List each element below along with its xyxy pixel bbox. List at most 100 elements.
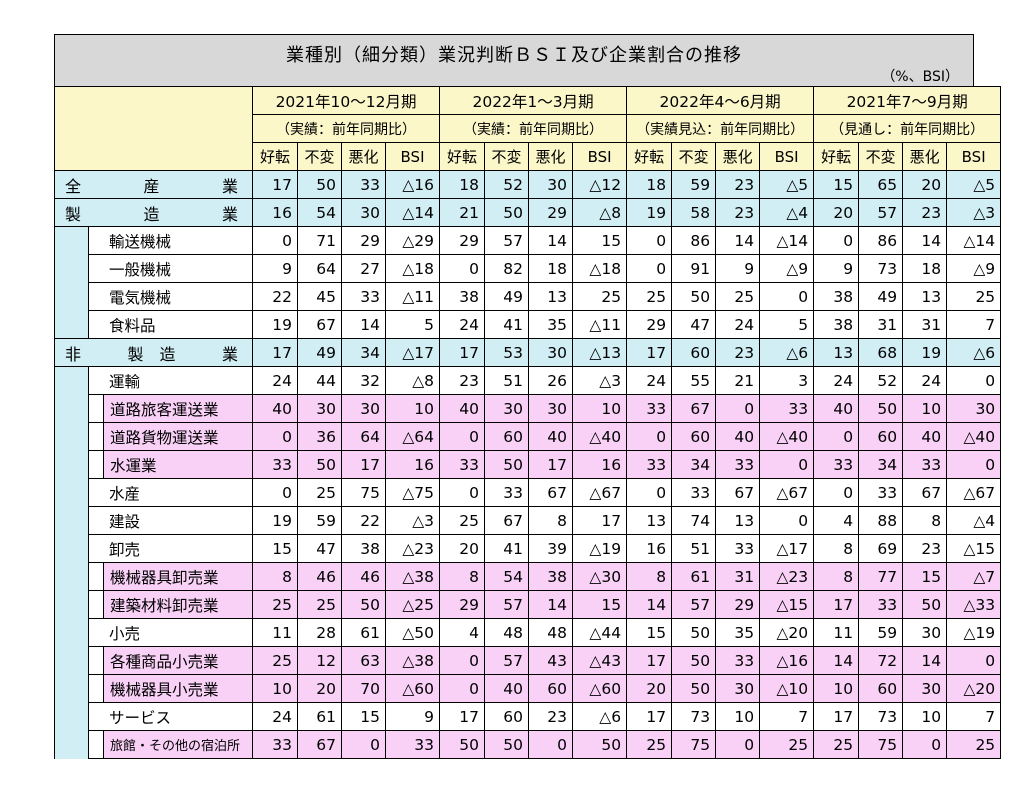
value-cell: 61	[341, 618, 386, 647]
value-cell: 19	[252, 310, 298, 339]
value-cell: 25	[946, 730, 1002, 759]
value-cell: △16	[759, 646, 815, 675]
value-cell: 77	[858, 562, 904, 591]
value-cell: △4	[946, 506, 1002, 535]
value-cell: 43	[528, 646, 574, 675]
value-cell: 40	[484, 674, 530, 703]
column-header-bsi: BSI	[759, 142, 815, 171]
value-cell: 86	[671, 226, 717, 255]
value-cell: 20	[297, 674, 342, 703]
value-cell: 50	[671, 674, 717, 703]
industry-label-char: 製	[65, 204, 82, 224]
value-cell: 70	[341, 674, 386, 703]
value-cell: △18	[384, 254, 441, 283]
value-cell: 40	[252, 394, 298, 423]
value-cell: 32	[341, 366, 386, 395]
value-cell: 57	[484, 226, 530, 255]
value-cell: 0	[813, 226, 860, 255]
value-cell: 67	[484, 506, 530, 535]
header-corner	[54, 86, 253, 171]
indent-cell	[54, 730, 89, 759]
value-cell: 15	[252, 534, 298, 563]
value-cell: 14	[902, 646, 948, 675]
value-cell: 10	[715, 702, 761, 731]
value-cell: 17	[341, 450, 386, 479]
value-cell: 17	[528, 450, 574, 479]
value-cell: 9	[252, 254, 298, 283]
value-cell: 38	[813, 282, 860, 311]
value-cell: 25	[626, 282, 673, 311]
value-cell: △3	[384, 506, 441, 535]
value-cell: △75	[384, 478, 441, 507]
value-cell: 50	[439, 730, 486, 759]
value-cell: △11	[572, 310, 628, 339]
column-header-bsi: BSI	[572, 142, 628, 171]
value-cell: 60	[858, 422, 904, 451]
value-cell: 36	[297, 422, 342, 451]
value-cell: 23	[528, 702, 574, 731]
value-cell: △3	[572, 366, 628, 395]
value-cell: 13	[813, 338, 860, 367]
value-cell: 17	[813, 590, 860, 619]
value-cell: 30	[341, 394, 386, 423]
indent-cell	[54, 366, 89, 395]
value-cell: 3	[759, 366, 815, 395]
value-cell: 23	[902, 534, 948, 563]
value-cell: 10	[252, 674, 298, 703]
value-cell: 17	[439, 338, 486, 367]
value-cell: 72	[858, 646, 904, 675]
table-row: 一般機械 9 64 27 △18 0 82 18 △18 0 91 9 △9 9 73 18 △9	[54, 254, 1002, 283]
value-cell: 16	[572, 450, 628, 479]
value-cell: 0	[759, 282, 815, 311]
value-cell: 30	[902, 674, 948, 703]
value-cell: 14	[626, 590, 673, 619]
value-cell: △15	[946, 534, 1002, 563]
value-cell: 50	[902, 590, 948, 619]
value-cell: 0	[626, 226, 673, 255]
value-cell: 0	[715, 394, 761, 423]
value-cell: 40	[902, 422, 948, 451]
value-cell: 13	[528, 282, 574, 311]
value-cell: 15	[626, 618, 673, 647]
industry-label: 建設	[88, 506, 253, 535]
value-cell: 75	[671, 730, 717, 759]
industry-label: 水産	[88, 478, 253, 507]
value-cell: △30	[572, 562, 628, 591]
table-row: 各種商品小売業 25 12 63 △38 0 57 43 △43 17 50 33 △16 14 72 14 0	[54, 646, 1002, 675]
industry-label: 電気機械	[88, 282, 253, 311]
value-cell: 29	[439, 590, 486, 619]
column-header-improve: 好転	[813, 142, 860, 171]
column-header-improve: 好転	[439, 142, 486, 171]
column-header-worsen: 悪化	[715, 142, 761, 171]
value-cell: 30	[715, 674, 761, 703]
value-cell: 17	[626, 646, 673, 675]
column-header-improve: 好転	[626, 142, 673, 171]
column-header-unchanged: 不変	[858, 142, 904, 171]
indent-cell	[54, 646, 89, 675]
column-header-worsen: 悪化	[341, 142, 386, 171]
value-cell: 35	[715, 618, 761, 647]
value-cell: 33	[626, 450, 673, 479]
value-cell: 50	[572, 730, 628, 759]
industry-label-char: 業	[221, 176, 238, 196]
value-cell: 5	[384, 310, 441, 339]
industry-label: 一般機械	[88, 254, 253, 283]
value-cell: 23	[715, 338, 761, 367]
value-cell: 30	[341, 198, 386, 227]
value-cell: 8	[528, 506, 574, 535]
value-cell: 20	[902, 170, 948, 199]
value-cell: 69	[858, 534, 904, 563]
value-cell: 63	[341, 646, 386, 675]
value-cell: △12	[572, 170, 628, 199]
value-cell: 57	[671, 590, 717, 619]
value-cell: 24	[252, 702, 298, 731]
industry-label: 機械器具卸売業	[88, 562, 253, 591]
value-cell: 40	[528, 422, 574, 451]
column-header-improve: 好転	[252, 142, 298, 171]
value-cell: 68	[858, 338, 904, 367]
value-cell: 22	[252, 282, 298, 311]
value-cell: 50	[484, 198, 530, 227]
industry-label: 建築材料卸売業	[88, 590, 253, 619]
bsi-table: 2021年10～12月期 2022年1～3月期 2022年4～6月期 2021年…	[54, 86, 1002, 759]
value-cell: 52	[858, 366, 904, 395]
